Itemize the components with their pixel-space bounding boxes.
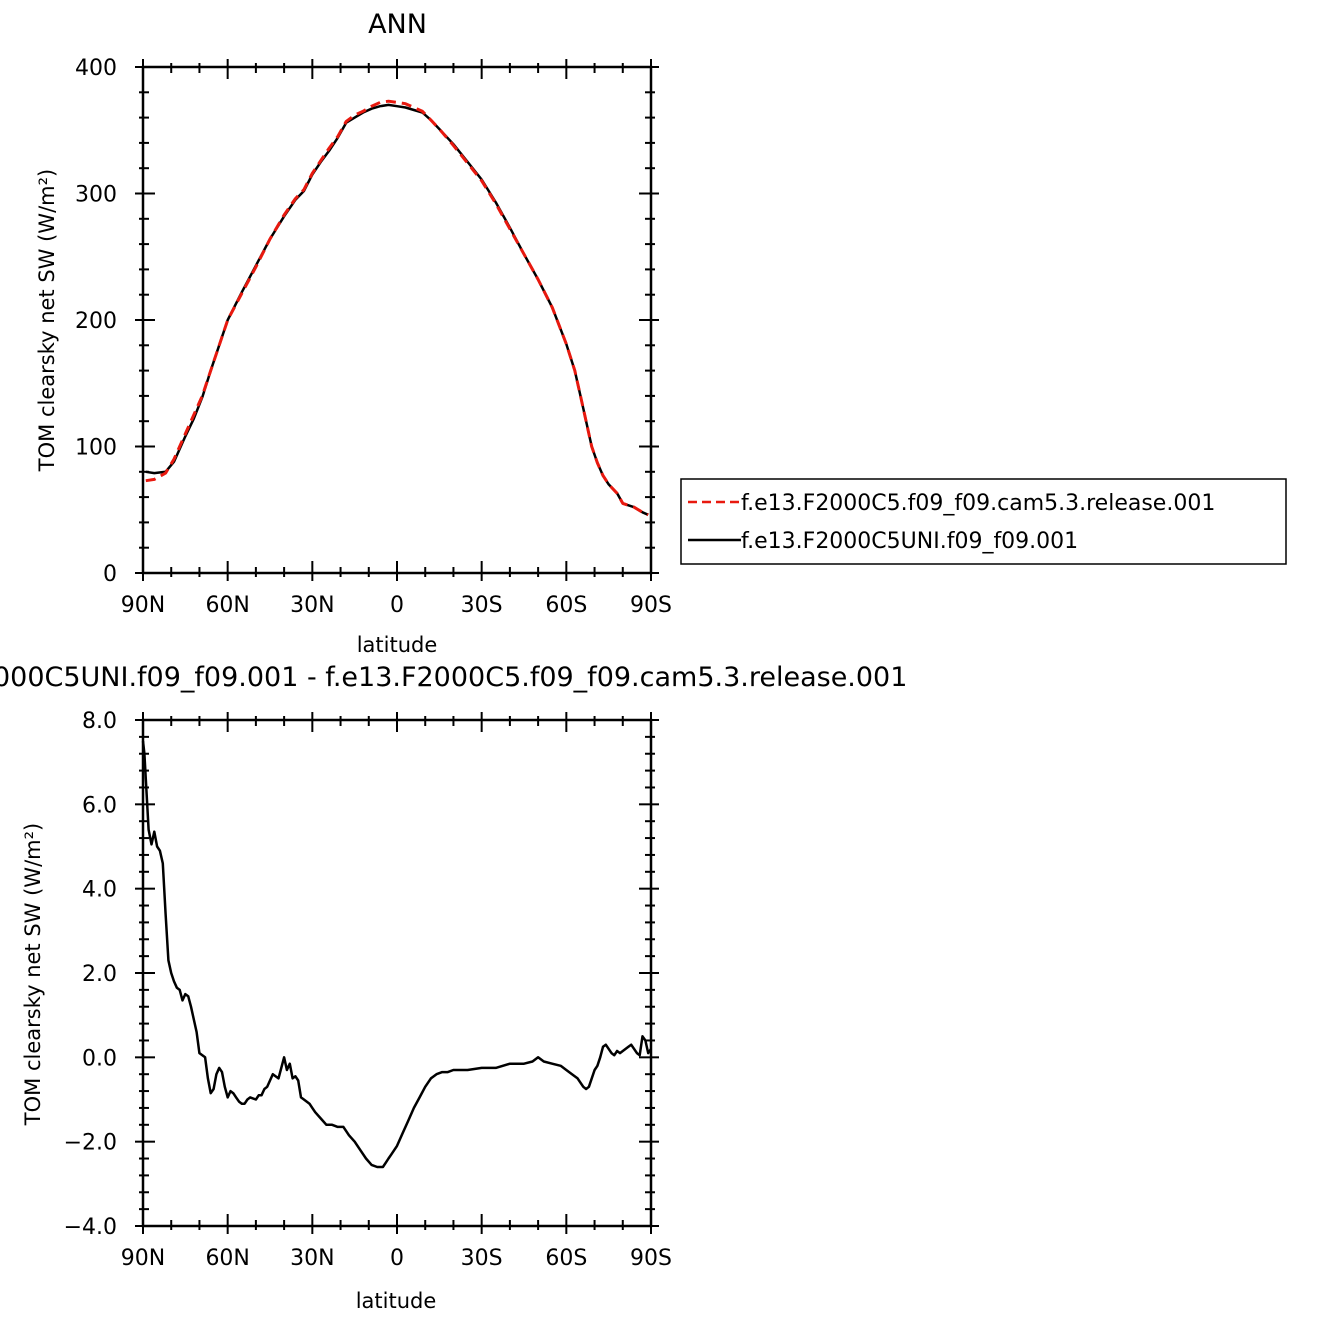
legend-entry-1: f.e13.F2000C5.f09_f09.cam5.3.release.001 bbox=[741, 491, 1215, 516]
x-tick-label: 90S bbox=[630, 593, 672, 618]
y-tick-label: 4.0 bbox=[82, 878, 117, 903]
bottom-panel: f.e13.F2000C5UNI.f09_f09.001 - f.e13.F20… bbox=[0, 662, 907, 1313]
bottom-panel-title: f.e13.F2000C5UNI.f09_f09.001 - f.e13.F20… bbox=[0, 662, 907, 693]
x-tick-label: 90S bbox=[630, 1246, 672, 1271]
legend-box bbox=[680, 478, 1287, 565]
top-panel-lines bbox=[145, 99, 649, 517]
x-tick-label: 0 bbox=[390, 593, 404, 618]
top-panel-x-tick-labels: 90N 60N 30N 0 30S 60S 90S bbox=[121, 593, 672, 618]
y-tick-label: 200 bbox=[75, 309, 117, 334]
y-tick-label: 400 bbox=[75, 56, 117, 81]
top-panel-ticks bbox=[135, 59, 659, 581]
x-tick-label: 60S bbox=[545, 593, 587, 618]
bottom-panel-frame bbox=[141, 718, 653, 1228]
y-tick-label: 0 bbox=[103, 562, 117, 587]
series-line-1 bbox=[145, 99, 649, 517]
legend: f.e13.F2000C5.f09_f09.cam5.3.release.001… bbox=[680, 478, 1287, 565]
top-panel-x-axis-label: latitude bbox=[357, 633, 438, 657]
top-panel: ANN 90N 60N 30N 0 30S 60S 90S 0 100 200 300 400 la… bbox=[35, 9, 1287, 657]
series-line-1 bbox=[141, 740, 653, 1169]
x-tick-label: 30S bbox=[461, 593, 503, 618]
series-line-2 bbox=[145, 103, 649, 516]
top-panel-y-tick-labels: 0 100 200 300 400 bbox=[75, 56, 117, 587]
x-tick-label: 90N bbox=[121, 593, 165, 618]
top-panel-y-axis-label: TOM clearsky net SW (W/m²) bbox=[35, 169, 59, 472]
y-tick-label: 0.0 bbox=[82, 1046, 117, 1071]
top-panel-frame bbox=[141, 65, 653, 575]
y-tick-label: 2.0 bbox=[82, 962, 117, 987]
x-tick-label: 60S bbox=[545, 1246, 587, 1271]
x-tick-label: 30N bbox=[290, 593, 334, 618]
y-tick-label: 300 bbox=[75, 183, 117, 208]
bottom-panel-lines bbox=[141, 740, 653, 1169]
x-tick-label: 30N bbox=[290, 1246, 334, 1271]
y-tick-label: −2.0 bbox=[64, 1131, 117, 1156]
x-tick-label: 60N bbox=[205, 1246, 249, 1271]
y-tick-label: 6.0 bbox=[82, 793, 117, 818]
legend-entry-2: f.e13.F2000C5UNI.f09_f09.001 bbox=[741, 529, 1078, 554]
x-tick-label: 60N bbox=[205, 593, 249, 618]
bottom-panel-x-axis-label: latitude bbox=[356, 1289, 437, 1313]
top-panel-title: ANN bbox=[368, 9, 427, 40]
x-tick-label: 0 bbox=[390, 1246, 404, 1271]
x-tick-label: 90N bbox=[121, 1246, 165, 1271]
bottom-panel-x-tick-labels: 90N 60N 30N 0 30S 60S 90S bbox=[121, 1246, 672, 1271]
y-tick-label: −4.0 bbox=[64, 1215, 117, 1240]
x-tick-label: 30S bbox=[461, 1246, 503, 1271]
y-tick-label: 8.0 bbox=[82, 709, 117, 734]
bottom-panel-y-axis-label: TOM clearsky net SW (W/m²) bbox=[21, 823, 45, 1126]
bottom-panel-y-tick-labels: −4.0 −2.0 0.0 2.0 4.0 6.0 8.0 bbox=[64, 709, 117, 1240]
bottom-panel-ticks bbox=[135, 712, 659, 1234]
y-tick-label: 100 bbox=[75, 436, 117, 461]
